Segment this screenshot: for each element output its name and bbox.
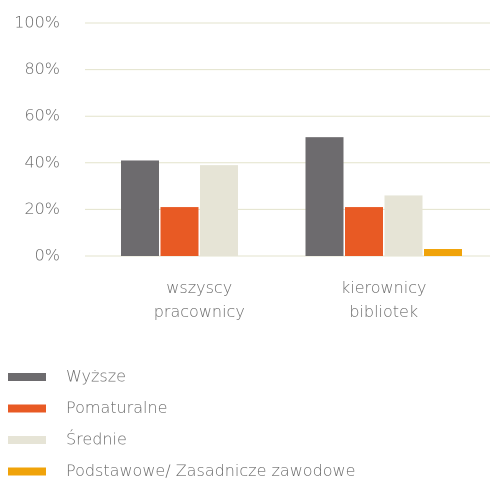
y-tick-label: 40% (24, 152, 60, 171)
legend-label: Średnie (66, 430, 127, 449)
x-tick-label: kierownicy bibliotek (340, 278, 427, 321)
bar (121, 160, 159, 256)
bar (160, 207, 199, 256)
legend-swatch (8, 404, 46, 413)
legend-swatch (8, 373, 46, 381)
legend-label: Podstawowe/ Zasadnicze zawodowe (66, 461, 355, 480)
x-tick-label: wszyscy pracownicy (153, 278, 245, 321)
bar (345, 207, 383, 256)
y-tick-label: 60% (24, 106, 60, 125)
legend-label: Pomaturalne (66, 398, 167, 417)
legend-swatch (8, 436, 46, 444)
bar (384, 195, 423, 256)
legend-swatch (8, 467, 46, 476)
legend-label: Wyższe (66, 367, 126, 386)
bar (305, 137, 344, 256)
y-tick-label: 80% (24, 59, 60, 78)
y-tick-label: 100% (14, 13, 60, 32)
bar (424, 249, 462, 256)
bar (200, 165, 238, 256)
y-tick-label: 0% (35, 246, 60, 265)
y-tick-label: 20% (24, 199, 60, 218)
